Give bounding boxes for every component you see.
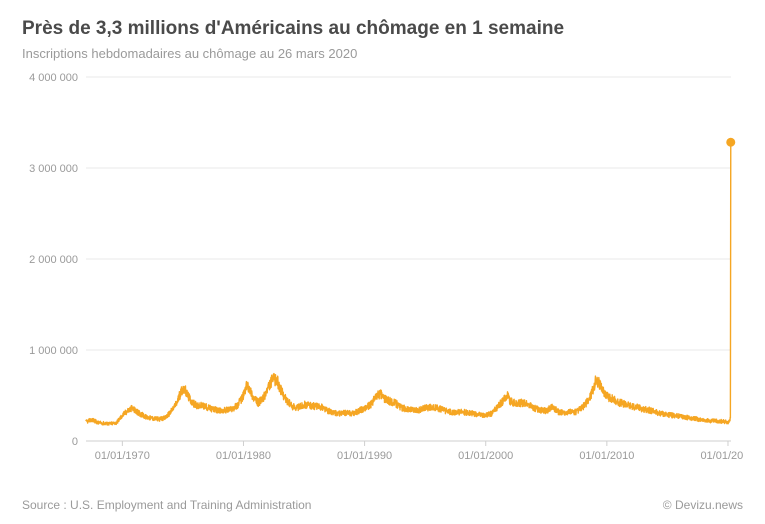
y-tick-label: 2 000 000	[29, 254, 78, 266]
y-tick-label: 1 000 000	[29, 345, 78, 357]
y-tick-label: 4 000 000	[29, 72, 78, 84]
x-tick-label: 01/01/1990	[337, 450, 392, 462]
credit-label: © Devizu.news	[663, 498, 743, 512]
source-label: Source : U.S. Employment and Training Ad…	[22, 498, 311, 512]
chart-container: Près de 3,3 millions d'Américains au chô…	[0, 0, 765, 524]
x-tick-label: 01/01/1970	[95, 450, 150, 462]
chart-footer: Source : U.S. Employment and Training Ad…	[22, 488, 743, 512]
chart-area: 0 1 000 000 2 000 000 3 000 000 4 000 000 01/…	[22, 69, 743, 488]
y-tick-label: 0	[72, 436, 78, 448]
line-chart: 0 1 000 000 2 000 000 3 000 000 4 000 000 01/…	[22, 69, 743, 469]
x-tick-label: 01/01/2020	[700, 450, 743, 462]
y-tick-label: 3 000 000	[29, 163, 78, 175]
chart-subtitle: Inscriptions hebdomadaires au chômage au…	[22, 46, 743, 61]
series-line	[86, 142, 731, 425]
x-tick-label: 01/01/2010	[579, 450, 634, 462]
chart-title: Près de 3,3 millions d'Américains au chô…	[22, 18, 743, 40]
x-tick-label: 01/01/1980	[216, 450, 271, 462]
x-tick-label: 01/01/2000	[458, 450, 513, 462]
final-point-marker	[726, 138, 735, 147]
